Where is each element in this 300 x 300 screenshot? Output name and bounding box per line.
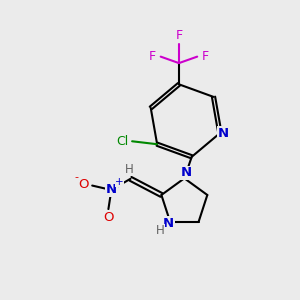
- Text: Cl: Cl: [117, 135, 129, 148]
- Text: N: N: [106, 183, 117, 196]
- Text: O: O: [104, 211, 114, 224]
- Text: F: F: [202, 50, 209, 63]
- Text: O: O: [79, 178, 89, 190]
- Text: +: +: [115, 177, 124, 187]
- Text: N: N: [163, 217, 174, 230]
- Text: N: N: [180, 167, 191, 179]
- Text: H: H: [155, 224, 164, 237]
- Text: N: N: [218, 127, 229, 140]
- Text: F: F: [149, 50, 156, 63]
- Text: -: -: [74, 172, 78, 182]
- Text: F: F: [176, 29, 182, 42]
- Text: H: H: [124, 163, 134, 176]
